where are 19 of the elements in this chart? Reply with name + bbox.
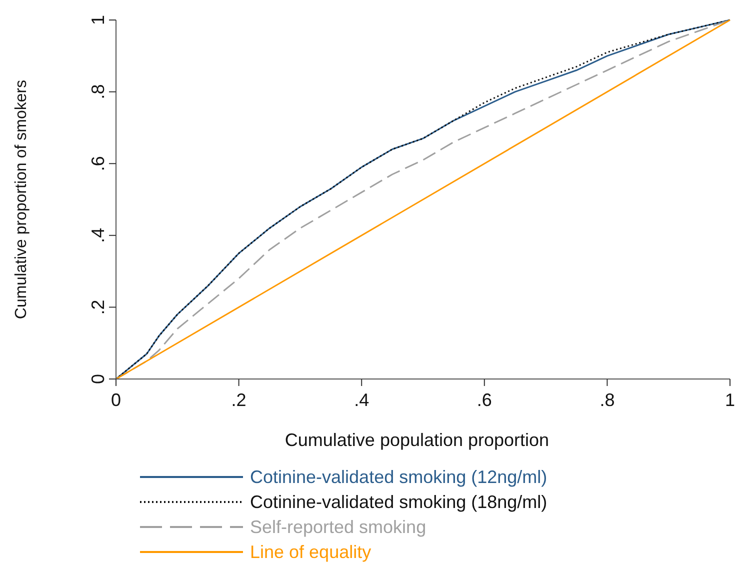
y-tick-label: .6 bbox=[88, 156, 108, 172]
x-axis-title: Cumulative population proportion bbox=[284, 430, 550, 450]
x-tick-label: .8 bbox=[600, 390, 615, 410]
text: Line of equality bbox=[250, 542, 372, 562]
x-tick-label: .6 bbox=[476, 390, 492, 410]
text: Cotinine-validated smoking (18ng/ml) bbox=[250, 492, 548, 512]
y-tick-label: 1 bbox=[88, 14, 108, 26]
y-tick-label: .8 bbox=[88, 84, 108, 100]
line-series bbox=[115, 19, 731, 380]
x-tick-label: 1 bbox=[724, 390, 736, 410]
y-tick-label: .4 bbox=[88, 228, 108, 243]
x-tick-label: .4 bbox=[354, 390, 370, 410]
x-tick-label: 0 bbox=[110, 390, 122, 410]
x-tick-label: .2 bbox=[231, 390, 246, 410]
text: Cotinine-validated smoking (12ng/ml) bbox=[250, 467, 548, 487]
y-axis-title: Cumulative proportion of smokers bbox=[13, 80, 30, 320]
text: Self-reported smoking bbox=[250, 517, 426, 537]
y-tick-label: 0 bbox=[88, 374, 108, 384]
y-tick-label: .2 bbox=[88, 300, 108, 315]
